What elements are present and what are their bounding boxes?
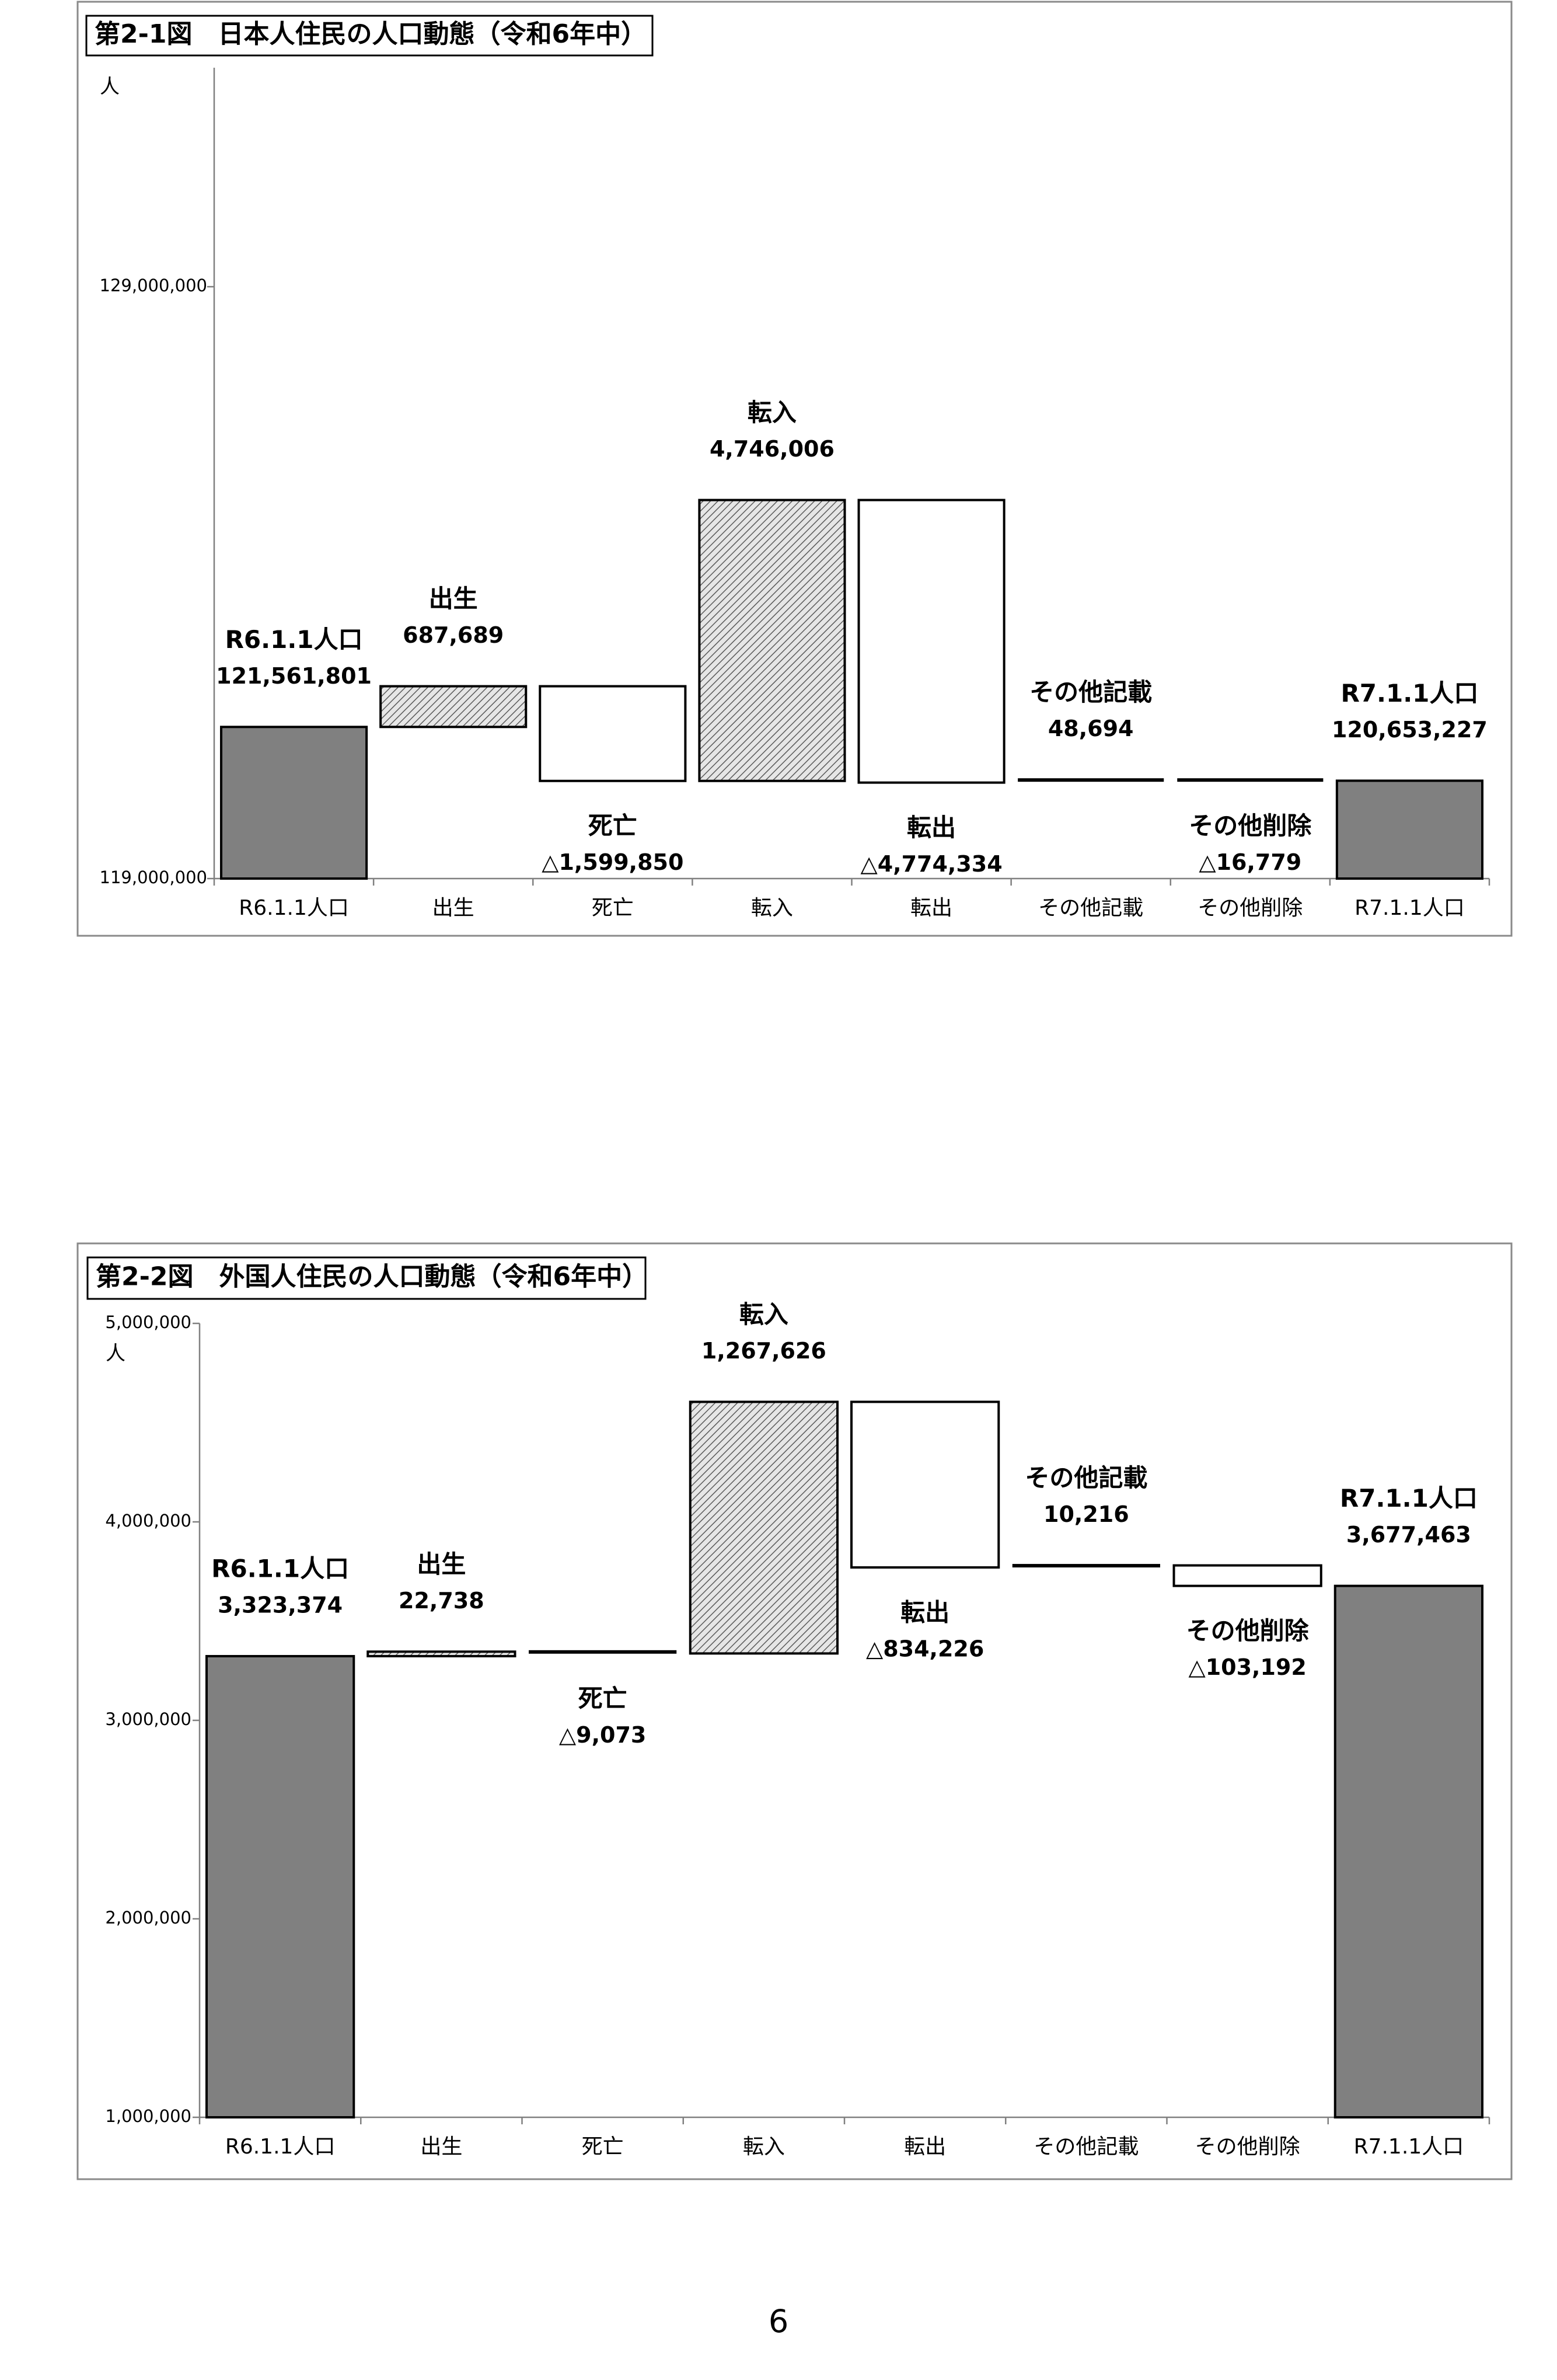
data-label-value: △4,774,334 xyxy=(860,851,1002,877)
bar-死亡 xyxy=(539,685,687,782)
y-tick-label: 3,000,000 xyxy=(105,1709,191,1729)
data-label-name: 転入 xyxy=(748,398,797,427)
data-label-value: 120,653,227 xyxy=(1332,717,1488,743)
data-label-value: 22,738 xyxy=(399,1588,484,1614)
x-tick-label: その他削除 xyxy=(1198,896,1303,920)
y-tick-label: 119,000,000 xyxy=(100,867,208,887)
y-tick-label: 5,000,000 xyxy=(105,1312,191,1332)
data-label-value: 1,267,626 xyxy=(701,1338,826,1364)
data-label-name: R6.1.1人口 xyxy=(225,625,363,654)
data-label-name: 出生 xyxy=(429,584,478,613)
chart-foreign-residents: 第2-2図 外国人住民の人口動態（令和6年中） 人 1,000,000 2,000,0… xyxy=(76,1242,1513,2180)
chart-japanese-residents: 第2-1図 日本人住民の人口動態（令和6年中） 人 119,000,000 129,0… xyxy=(76,1,1513,937)
data-label-name: R7.1.1人口 xyxy=(1340,679,1478,708)
bar-その他記載 xyxy=(1018,778,1164,782)
bar-R7.1.1人口 xyxy=(1335,779,1483,880)
bar-その他削除 xyxy=(1172,1564,1322,1587)
bar-死亡 xyxy=(529,1650,677,1654)
bar-その他削除 xyxy=(1177,778,1324,782)
data-label-value: 3,323,374 xyxy=(218,1593,343,1618)
data-label-name: 死亡 xyxy=(578,1684,627,1713)
data-label-name: 転出 xyxy=(900,1598,949,1627)
x-tick-label: R7.1.1人口 xyxy=(1354,896,1465,920)
x-tick-label: R6.1.1人口 xyxy=(239,896,349,920)
data-label-name: R7.1.1人口 xyxy=(1340,1484,1478,1513)
y-unit-label: 人 xyxy=(100,75,120,99)
x-tick-label: 転出 xyxy=(910,896,952,920)
y-tick-label: 4,000,000 xyxy=(105,1511,191,1531)
data-label-value: 48,694 xyxy=(1048,716,1134,741)
y-tick-label: 1,000,000 xyxy=(105,2106,191,2126)
x-tick-label: 出生 xyxy=(432,896,474,920)
y-tick-label: 2,000,000 xyxy=(105,1908,191,1928)
bar-転入 xyxy=(689,1400,839,1655)
bar-転出 xyxy=(850,1400,1000,1569)
data-label-name: 出生 xyxy=(417,1550,466,1578)
chart-title: 第2-2図 外国人住民の人口動態（令和6年中） xyxy=(96,1262,648,1292)
bar-R6.1.1人口 xyxy=(205,1655,355,2118)
data-label-value: △16,779 xyxy=(1199,849,1301,875)
x-tick-label: 出生 xyxy=(420,2135,462,2159)
x-tick-label: 死亡 xyxy=(592,896,634,920)
data-label-name: R6.1.1人口 xyxy=(211,1555,349,1583)
chart-title: 第2-1図 日本人住民の人口動態（令和6年中） xyxy=(95,19,647,49)
x-tick-label: その他記載 xyxy=(1038,896,1143,920)
x-tick-label: R6.1.1人口 xyxy=(225,2135,336,2159)
data-label-name: 転入 xyxy=(739,1300,788,1329)
data-label-value: 3,677,463 xyxy=(1346,1522,1471,1548)
data-label-value: 4,746,006 xyxy=(710,436,835,462)
x-tick-label: 死亡 xyxy=(582,2135,624,2159)
chart-title-box xyxy=(85,15,654,57)
x-tick-label: R7.1.1人口 xyxy=(1354,2135,1464,2159)
data-label-value: 121,561,801 xyxy=(216,663,372,689)
x-tick-label: その他削除 xyxy=(1195,2135,1300,2159)
data-label-name: その他削除 xyxy=(1189,811,1312,840)
bar-転入 xyxy=(698,499,846,782)
chart-title-box xyxy=(86,1256,647,1300)
y-tick-label: 129,000,000 xyxy=(100,276,208,295)
x-tick-label: 転入 xyxy=(743,2135,785,2159)
data-label-name: 転出 xyxy=(907,813,956,842)
bar-その他記載 xyxy=(1012,1564,1160,1568)
data-label-value: △1,599,850 xyxy=(542,849,683,875)
data-label-value: △103,192 xyxy=(1188,1654,1306,1680)
bar-出生 xyxy=(379,685,528,729)
bar-出生 xyxy=(366,1650,516,1658)
x-tick-label: 転出 xyxy=(904,2135,946,2159)
data-label-name: 死亡 xyxy=(588,811,637,840)
data-label-name: その他削除 xyxy=(1186,1616,1310,1645)
data-label-value: 10,216 xyxy=(1043,1501,1129,1527)
data-label-value: 687,689 xyxy=(403,622,504,648)
bar-R7.1.1人口 xyxy=(1333,1584,1483,2118)
x-tick-label: 転入 xyxy=(751,896,793,920)
x-tick-label: その他記載 xyxy=(1034,2135,1139,2159)
data-label-value: △9,073 xyxy=(559,1722,646,1748)
data-label-value: △834,226 xyxy=(866,1636,984,1662)
page-number: 6 xyxy=(768,2303,789,2340)
bar-R6.1.1人口 xyxy=(220,726,368,880)
bar-転出 xyxy=(857,499,1006,784)
data-label-name: その他記載 xyxy=(1025,1463,1147,1492)
data-label-name: その他記載 xyxy=(1029,678,1152,706)
y-unit-label: 人 xyxy=(106,1342,125,1365)
